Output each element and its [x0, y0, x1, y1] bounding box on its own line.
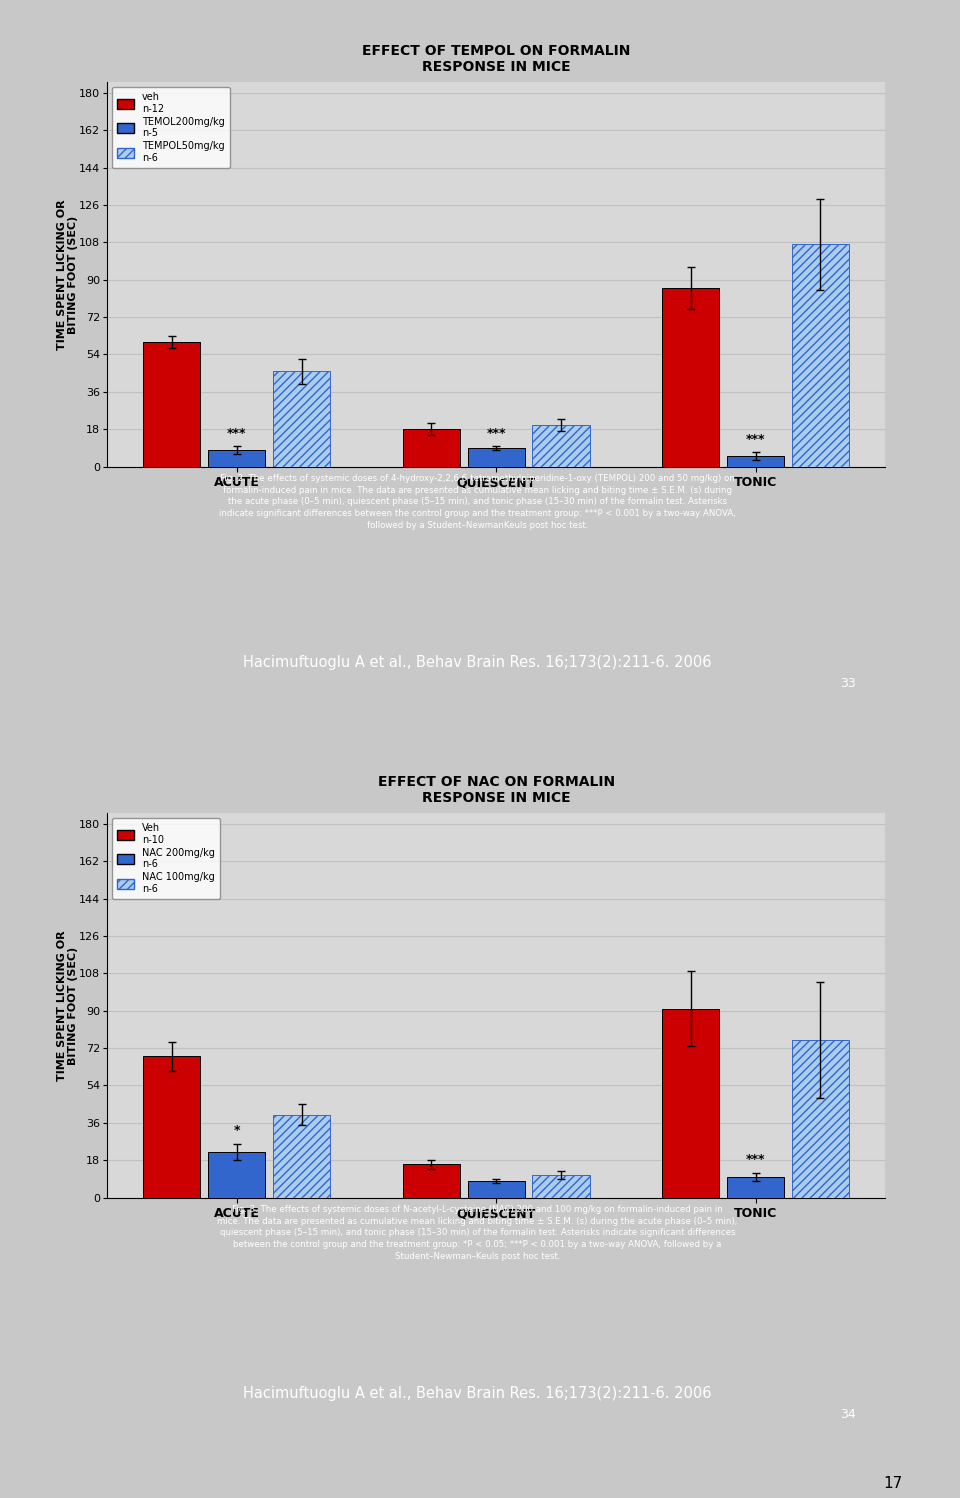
Bar	[727, 1177, 784, 1198]
Text: ***: ***	[746, 1153, 765, 1167]
Text: Hacimuftuoglu A et al., Behav Brain Res. 16;173(2):211-6. 2006: Hacimuftuoglu A et al., Behav Brain Res.…	[243, 1386, 712, 1401]
Bar	[662, 288, 719, 467]
Title: EFFECT OF TEMPOL ON FORMALIN
RESPONSE IN MICE: EFFECT OF TEMPOL ON FORMALIN RESPONSE IN…	[362, 43, 631, 75]
Text: 33: 33	[840, 677, 856, 691]
Text: ***: ***	[487, 427, 506, 439]
Bar	[662, 1008, 719, 1198]
Bar	[143, 1056, 201, 1198]
Text: *: *	[233, 1125, 240, 1137]
Title: EFFECT OF NAC ON FORMALIN
RESPONSE IN MICE: EFFECT OF NAC ON FORMALIN RESPONSE IN MI…	[377, 774, 614, 806]
Text: 17: 17	[883, 1476, 902, 1491]
Bar	[403, 1164, 460, 1198]
Bar	[273, 1115, 330, 1198]
Bar	[468, 1180, 525, 1198]
Text: TIME SPENT LICKING OR
BITING FOOT (SEC): TIME SPENT LICKING OR BITING FOOT (SEC)	[57, 930, 78, 1082]
Bar	[273, 372, 330, 467]
Bar	[143, 342, 201, 467]
Bar	[208, 449, 265, 467]
Bar	[533, 425, 589, 467]
Text: Fig. 3. The effects of systemic doses of N-acetyl-L-cysteine (NAC) 200 and 100 m: Fig. 3. The effects of systemic doses of…	[218, 1204, 737, 1261]
Legend: Veh
n-10, NAC 200mg/kg
n-6, NAC 100mg/kg
n-6: Veh n-10, NAC 200mg/kg n-6, NAC 100mg/kg…	[112, 818, 220, 899]
Text: ***: ***	[227, 427, 247, 439]
Bar	[208, 1152, 265, 1198]
Bar	[403, 430, 460, 467]
Text: Hacimuftuoglu A et al., Behav Brain Res. 16;173(2):211-6. 2006: Hacimuftuoglu A et al., Behav Brain Res.…	[243, 655, 712, 670]
Legend: veh
n-12, TEMOL200mg/kg
n-5, TEMPOL50mg/kg
n-6: veh n-12, TEMOL200mg/kg n-5, TEMPOL50mg/…	[112, 87, 229, 168]
Bar	[468, 448, 525, 467]
Bar	[792, 1040, 849, 1198]
Text: ***: ***	[746, 433, 765, 446]
Bar	[533, 1174, 589, 1198]
Text: TIME SPENT LICKING OR
BITING FOOT (SEC): TIME SPENT LICKING OR BITING FOOT (SEC)	[57, 199, 78, 351]
Bar	[792, 244, 849, 467]
Text: 34: 34	[840, 1408, 856, 1422]
Text: Fig. 2. The effects of systemic doses of 4-hydroxy-2,2,6,6-tetramethylpiperidine: Fig. 2. The effects of systemic doses of…	[219, 473, 736, 530]
Bar	[727, 457, 784, 467]
